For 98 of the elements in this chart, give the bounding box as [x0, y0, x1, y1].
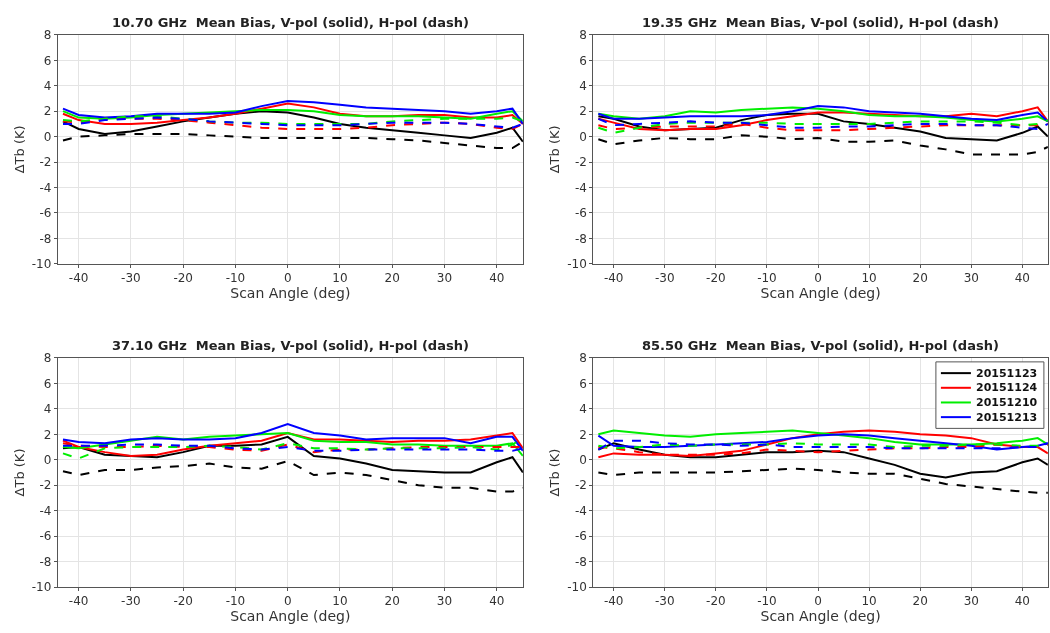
chart-title: 37.10 GHz Mean Bias, V-pol (solid), H-pol (dash) — [112, 338, 469, 353]
x-tick-label: -40 — [68, 271, 89, 286]
y-tick-label: -2 — [39, 155, 52, 170]
chart-title: 10.70 GHz Mean Bias, V-pol (solid), H-pol (dash) — [112, 15, 469, 30]
y-tick-label: 2 — [43, 427, 52, 442]
y-tick-label: -4 — [574, 180, 587, 195]
y-axis-title: ΔTb (K) — [547, 125, 563, 174]
y-tick-label: 8 — [43, 28, 52, 43]
x-tick-label: 10 — [861, 594, 877, 609]
y-tick-label: -4 — [39, 503, 52, 518]
y-tick-label: -6 — [574, 529, 587, 544]
y-tick-label: 4 — [579, 402, 587, 417]
x-tick-label: -40 — [68, 594, 89, 609]
y-tick-label: -6 — [39, 206, 52, 221]
y-tick-label: -4 — [39, 180, 52, 195]
y-tick-label: -10 — [567, 580, 587, 595]
y-tick-label: -10 — [31, 257, 52, 272]
y-tick-label: 8 — [579, 28, 587, 43]
line-series — [61, 435, 523, 474]
x-tick-label: 10 — [332, 271, 348, 286]
line-series — [597, 467, 1048, 494]
x-tick-label: 20 — [912, 594, 928, 609]
y-tick-label: 0 — [43, 129, 52, 144]
x-tick-label: -20 — [706, 271, 726, 286]
x-tick-label: 40 — [489, 594, 505, 609]
y-tick-label: -2 — [574, 478, 587, 493]
legend-label: 20151124 — [976, 381, 1038, 394]
x-tick-label: -20 — [706, 594, 726, 609]
y-tick-label: -6 — [574, 206, 587, 221]
x-tick-label: -10 — [757, 271, 777, 286]
y-tick-label: -2 — [574, 155, 587, 170]
y-tick-label: -10 — [31, 580, 52, 595]
line-series — [597, 112, 1048, 142]
x-tick-label: -40 — [603, 271, 624, 286]
x-tick-label: 30 — [436, 271, 453, 286]
y-tick-label: 4 — [43, 402, 52, 417]
y-tick-label: 2 — [579, 427, 587, 442]
y-tick-label: -8 — [574, 554, 587, 569]
x-tick-label: 0 — [283, 594, 292, 609]
x-axis-title: Scan Angle (deg) — [760, 285, 881, 302]
y-tick-label: 0 — [579, 452, 587, 467]
x-tick-label: 30 — [436, 594, 453, 609]
x-tick-label: -30 — [121, 271, 141, 286]
x-tick-label: 0 — [283, 271, 292, 286]
x-tick-label: 0 — [814, 594, 822, 609]
x-tick-label: -30 — [654, 594, 675, 609]
y-tick-label: 6 — [579, 53, 587, 68]
y-tick-label: -8 — [39, 231, 52, 246]
x-tick-label: 10 — [332, 594, 348, 609]
y-tick-label: 0 — [579, 129, 587, 144]
y-tick-label: -4 — [574, 503, 587, 518]
y-tick-label: -10 — [567, 257, 587, 272]
y-tick-label: 6 — [43, 376, 52, 391]
x-axis-title: Scan Angle (deg) — [230, 285, 351, 302]
x-tick-label: -10 — [757, 594, 777, 609]
y-tick-label: -8 — [574, 231, 587, 246]
x-tick-label: 20 — [912, 271, 928, 286]
y-tick-label: 8 — [43, 351, 52, 366]
x-tick-label: -10 — [225, 594, 246, 609]
x-tick-label: 40 — [1014, 594, 1030, 609]
x-tick-label: -30 — [121, 594, 141, 609]
x-tick-label: -30 — [654, 271, 675, 286]
y-tick-label: 4 — [579, 78, 587, 93]
line-series — [597, 429, 1048, 459]
x-tick-label: 20 — [384, 594, 400, 609]
x-tick-label: -10 — [225, 271, 246, 286]
y-tick-label: 0 — [43, 452, 52, 467]
y-tick-label: -6 — [39, 529, 52, 544]
y-axis-title: ΔTb (K) — [547, 448, 563, 497]
x-axis-title: Scan Angle (deg) — [760, 608, 881, 625]
x-tick-label: 40 — [1014, 271, 1030, 286]
x-tick-label: 40 — [489, 271, 505, 286]
y-tick-label: 4 — [43, 78, 52, 93]
y-tick-label: 2 — [43, 104, 52, 119]
y-tick-label: -2 — [39, 478, 52, 493]
x-tick-label: 30 — [963, 271, 979, 286]
chart-title: 19.35 GHz Mean Bias, V-pol (solid), H-pol (dash) — [642, 15, 999, 30]
x-tick-label: 30 — [963, 594, 979, 609]
x-tick-label: 20 — [384, 271, 400, 286]
line-series — [597, 134, 1048, 156]
line-series — [597, 442, 1048, 479]
x-tick-label: 0 — [814, 271, 822, 286]
chart-title: 85.50 GHz Mean Bias, V-pol (solid), H-pol (dash) — [642, 338, 999, 353]
legend-label: 20151210 — [976, 396, 1038, 409]
x-tick-label: -20 — [173, 271, 193, 286]
y-tick-label: 6 — [43, 53, 52, 68]
y-tick-label: 8 — [579, 351, 587, 366]
x-tick-label: -40 — [603, 594, 624, 609]
y-tick-label: 2 — [579, 104, 587, 119]
y-axis-title: ΔTb (K) — [11, 125, 27, 174]
x-axis-title: Scan Angle (deg) — [230, 608, 351, 625]
legend-label: 20151213 — [976, 411, 1038, 424]
legend-label: 20151123 — [976, 367, 1038, 380]
y-axis-title: ΔTb (K) — [11, 448, 27, 497]
y-tick-label: 6 — [579, 376, 587, 391]
x-tick-label: -20 — [173, 594, 193, 609]
y-tick-label: -8 — [39, 554, 52, 569]
x-tick-label: 10 — [861, 271, 877, 286]
